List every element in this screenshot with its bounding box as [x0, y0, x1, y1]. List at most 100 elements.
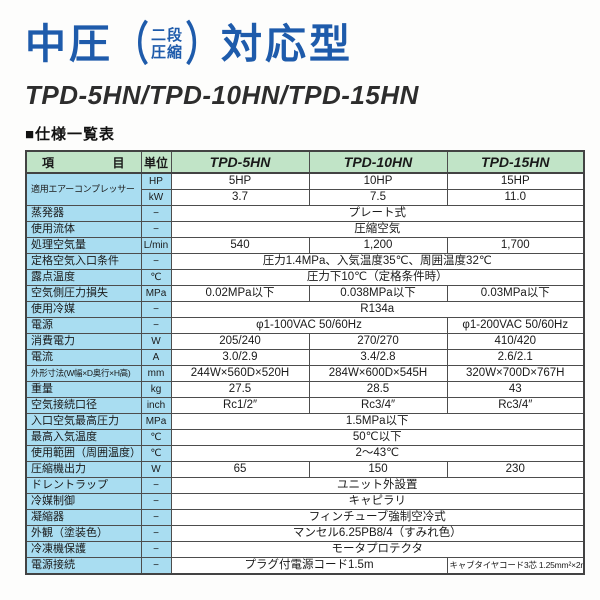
spec-value: 65: [170, 461, 310, 478]
spec-value: 圧力下10℃（定格条件時）: [170, 269, 585, 286]
spec-value: 270/270: [308, 333, 448, 350]
spec-unit: A: [140, 349, 172, 366]
spec-value: プレート式: [170, 205, 585, 222]
spec-value: 28.5: [308, 381, 448, 398]
spec-value: モータプロテクタ: [170, 541, 585, 558]
spec-unit: −: [140, 477, 172, 494]
header-row: 項 目 単位 TPD-5HN TPD-10HN TPD-15HN: [25, 150, 585, 174]
spec-value: 320W×700D×767H: [446, 365, 585, 382]
spec-value: 0.03MPa以下: [446, 285, 585, 302]
spec-unit: −: [140, 509, 172, 526]
header-item-right: 目: [112, 155, 125, 170]
spec-item-label: 電源接続: [25, 557, 142, 575]
spec-value: 244W×560D×520H: [170, 365, 310, 382]
spec-value: 2〜43℃: [170, 445, 585, 462]
spec-value: 3.4/2.8: [308, 349, 448, 366]
spec-value: φ1-100VAC 50/60Hz: [170, 317, 448, 334]
spec-value: ユニット外設置: [170, 477, 585, 494]
spec-unit: −: [140, 301, 172, 318]
spec-unit: ℃: [140, 445, 172, 462]
spec-value: 10HP: [308, 172, 448, 190]
spec-unit: HP: [140, 172, 172, 190]
spec-unit: −: [140, 205, 172, 222]
spec-item-label: 使用流体: [25, 221, 142, 238]
spec-value: 1,200: [308, 237, 448, 254]
spec-item-label: 電流: [25, 349, 142, 366]
spec-item-label: 空気接続口径: [25, 397, 142, 414]
spec-item-label: 蒸発器: [25, 205, 142, 222]
spec-item-label: 冷媒制御: [25, 493, 142, 510]
spec-item-label: 適用エアーコンプレッサー: [25, 172, 142, 206]
spec-value: Rc1/2″: [170, 397, 310, 414]
spec-value: 15HP: [446, 172, 585, 190]
catalog-page: 中圧（二段 圧縮）対応型 TPD-5HN/TPD-10HN/TPD-15HN ■仕…: [25, 20, 600, 575]
table-row: 使用範囲（周囲温度） ℃ 2〜43℃: [25, 445, 585, 462]
spec-item-label: 凝縮器: [25, 509, 142, 526]
spec-unit: −: [140, 541, 172, 558]
spec-value: 1.5MPa以下: [170, 413, 585, 430]
spec-unit: mm: [140, 365, 172, 382]
spec-value: 3.7: [170, 189, 310, 206]
spec-value: Rc3/4″: [446, 397, 585, 414]
table-row: 最高入気温度 ℃ 50℃以下: [25, 429, 585, 446]
spec-item-label: 入口空気最高圧力: [25, 413, 142, 430]
spec-item-label: 処理空気量: [25, 237, 142, 254]
title-paren-close: ）: [185, 18, 219, 70]
spec-value: 0.038MPa以下: [308, 285, 448, 302]
spec-unit: W: [140, 461, 172, 478]
spec-item-label: ドレントラップ: [25, 477, 142, 494]
title-main-1: 中圧: [25, 20, 113, 67]
spec-value: φ1-200VAC 50/60Hz: [446, 317, 585, 334]
spec-value: マンセル6.25PB8/4（すみれ色）: [170, 525, 585, 542]
spec-unit: −: [140, 557, 172, 575]
table-row: 電源 − φ1-100VAC 50/60Hz φ1-200VAC 50/60Hz: [25, 317, 585, 334]
title-main-2: 対応型: [221, 20, 354, 67]
spec-item-label: 使用範囲（周囲温度）: [25, 445, 142, 462]
spec-value: 圧力1.4MPa、入気温度35℃、周囲温度32℃: [170, 253, 585, 270]
spec-unit: −: [140, 221, 172, 238]
spec-unit: kW: [140, 189, 172, 206]
spec-unit: L/min: [140, 237, 172, 254]
table-row: 蒸発器 − プレート式: [25, 205, 585, 222]
spec-item-label: 圧縮機出力: [25, 461, 142, 478]
spec-item-label: 空気側圧力損失: [25, 285, 142, 302]
spec-value: 0.02MPa以下: [170, 285, 310, 302]
spec-item-label: 露点温度: [25, 269, 142, 286]
spec-item-label: 電源: [25, 317, 142, 334]
title-paren-stack: 二段 圧縮: [151, 27, 183, 62]
header-model-tpd-15hn: TPD-15HN: [446, 150, 585, 174]
spec-value: 11.0: [446, 189, 585, 206]
table-row: ドレントラップ − ユニット外設置: [25, 477, 585, 494]
table-row: 消費電力 W 205/240 270/270 410/420: [25, 333, 585, 350]
table-row: 電源接続 − プラグ付電源コード1.5m キャブタイヤコード3芯 1.25mm²×2m: [25, 557, 585, 575]
spec-value: 43: [446, 381, 585, 398]
spec-unit: MPa: [140, 413, 172, 430]
spec-unit: ℃: [140, 269, 172, 286]
spec-value: 3.0/2.9: [170, 349, 310, 366]
table-row: 外観（塗装色） − マンセル6.25PB8/4（すみれ色）: [25, 525, 585, 542]
table-row: 外形寸法(W幅×D奥行×H高) mm 244W×560D×520H 284W×600D…: [25, 365, 585, 382]
table-row: 冷凍機保護 − モータプロテクタ: [25, 541, 585, 558]
table-row: 冷媒制御 − キャピラリ: [25, 493, 585, 510]
title-paren-top: 二段: [151, 26, 184, 44]
section-heading-spec-list: ■仕様一覧表: [25, 126, 116, 143]
spec-item-label: 使用冷媒: [25, 301, 142, 318]
spec-value: キャブタイヤコード3芯 1.25mm²×2m: [446, 557, 585, 575]
spec-value: 圧縮空気: [170, 221, 585, 238]
table-row: 入口空気最高圧力 MPa 1.5MPa以下: [25, 413, 585, 430]
spec-value: 5HP: [170, 172, 310, 190]
page-title: 中圧（二段 圧縮）対応型: [25, 20, 600, 68]
spec-value: 410/420: [446, 333, 585, 350]
spec-value: 284W×600D×545H: [308, 365, 448, 382]
title-paren-bottom: 圧縮: [151, 44, 184, 61]
spec-table: 項 目 単位 TPD-5HN TPD-10HN TPD-15HN 適用エアーコン…: [25, 150, 585, 575]
spec-value: Rc3/4″: [308, 397, 448, 414]
table-row: 定格空気入口条件 − 圧力1.4MPa、入気温度35℃、周囲温度32℃: [25, 253, 585, 270]
header-model-tpd-10hn: TPD-10HN: [308, 150, 448, 174]
title-paren-open: （: [115, 18, 149, 70]
header-model-tpd-5hn: TPD-5HN: [170, 150, 310, 174]
spec-unit: inch: [140, 397, 172, 414]
spec-item-label: 外形寸法(W幅×D奥行×H高): [25, 365, 142, 382]
spec-value: 27.5: [170, 381, 310, 398]
spec-value: 230: [446, 461, 585, 478]
